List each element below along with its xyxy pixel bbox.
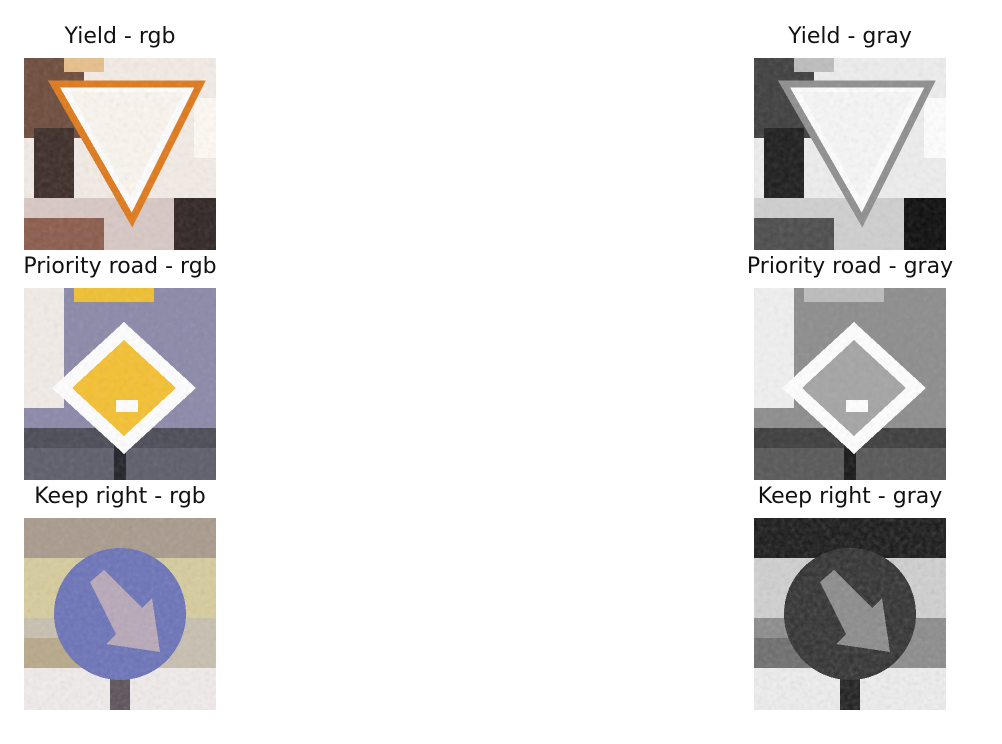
yield-gray-title: Yield - gray [788, 24, 912, 49]
keep-right-rgb-image [24, 518, 216, 710]
yield-rgb-title: Yield - rgb [64, 24, 176, 49]
priority-road-rgb-title: Priority road - rgb [23, 254, 217, 279]
yield-gray-image [754, 58, 946, 250]
keep-right-rgb-title: Keep right - rgb [34, 484, 206, 509]
keep-right-gray-image [754, 518, 946, 710]
keep-right-gray-title: Keep right - gray [757, 484, 943, 509]
priority-road-rgb-image [24, 288, 216, 480]
priority-road-gray-title: Priority road - gray [746, 254, 954, 279]
yield-rgb-image [24, 58, 216, 250]
priority-road-gray-image [754, 288, 946, 480]
